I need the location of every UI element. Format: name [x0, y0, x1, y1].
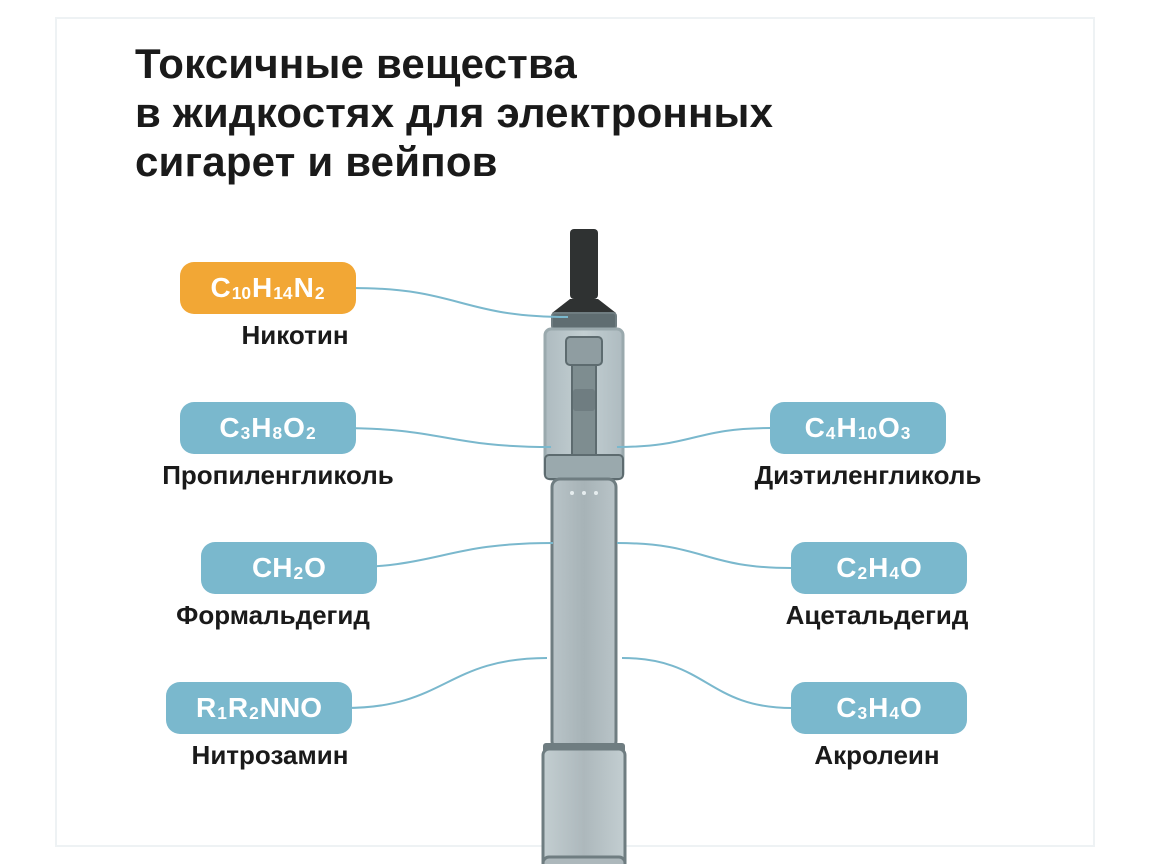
connector-line — [339, 419, 551, 453]
formula-pill: CH2O — [201, 542, 377, 594]
formula-pill: C3H4O — [791, 682, 967, 734]
connector-line — [622, 649, 792, 709]
compound-label: Ацетальдегид — [762, 600, 992, 631]
compound-label: Никотин — [215, 320, 375, 351]
compound-label: Пропиленгликоль — [138, 460, 418, 491]
compound-label: Нитрозамин — [170, 740, 370, 771]
title: Токсичные веществав жидкостях для электр… — [135, 39, 1033, 186]
formula-pill: C10H14N2 — [180, 262, 356, 314]
vape-illustration — [524, 229, 644, 849]
compound-label: Формальдегид — [148, 600, 398, 631]
formula-pill: C4H10O3 — [770, 402, 946, 454]
compound-label: Акролеин — [792, 740, 962, 771]
connector-line — [345, 649, 547, 709]
compound-label: Диэтиленгликоль — [728, 460, 1008, 491]
formula-pill: C2H4O — [791, 542, 967, 594]
formula-pill: C3H8O2 — [180, 402, 356, 454]
infographic-frame: Токсичные веществав жидкостях для электр… — [55, 17, 1095, 847]
formula-pill: R1R2NNO — [166, 682, 352, 734]
